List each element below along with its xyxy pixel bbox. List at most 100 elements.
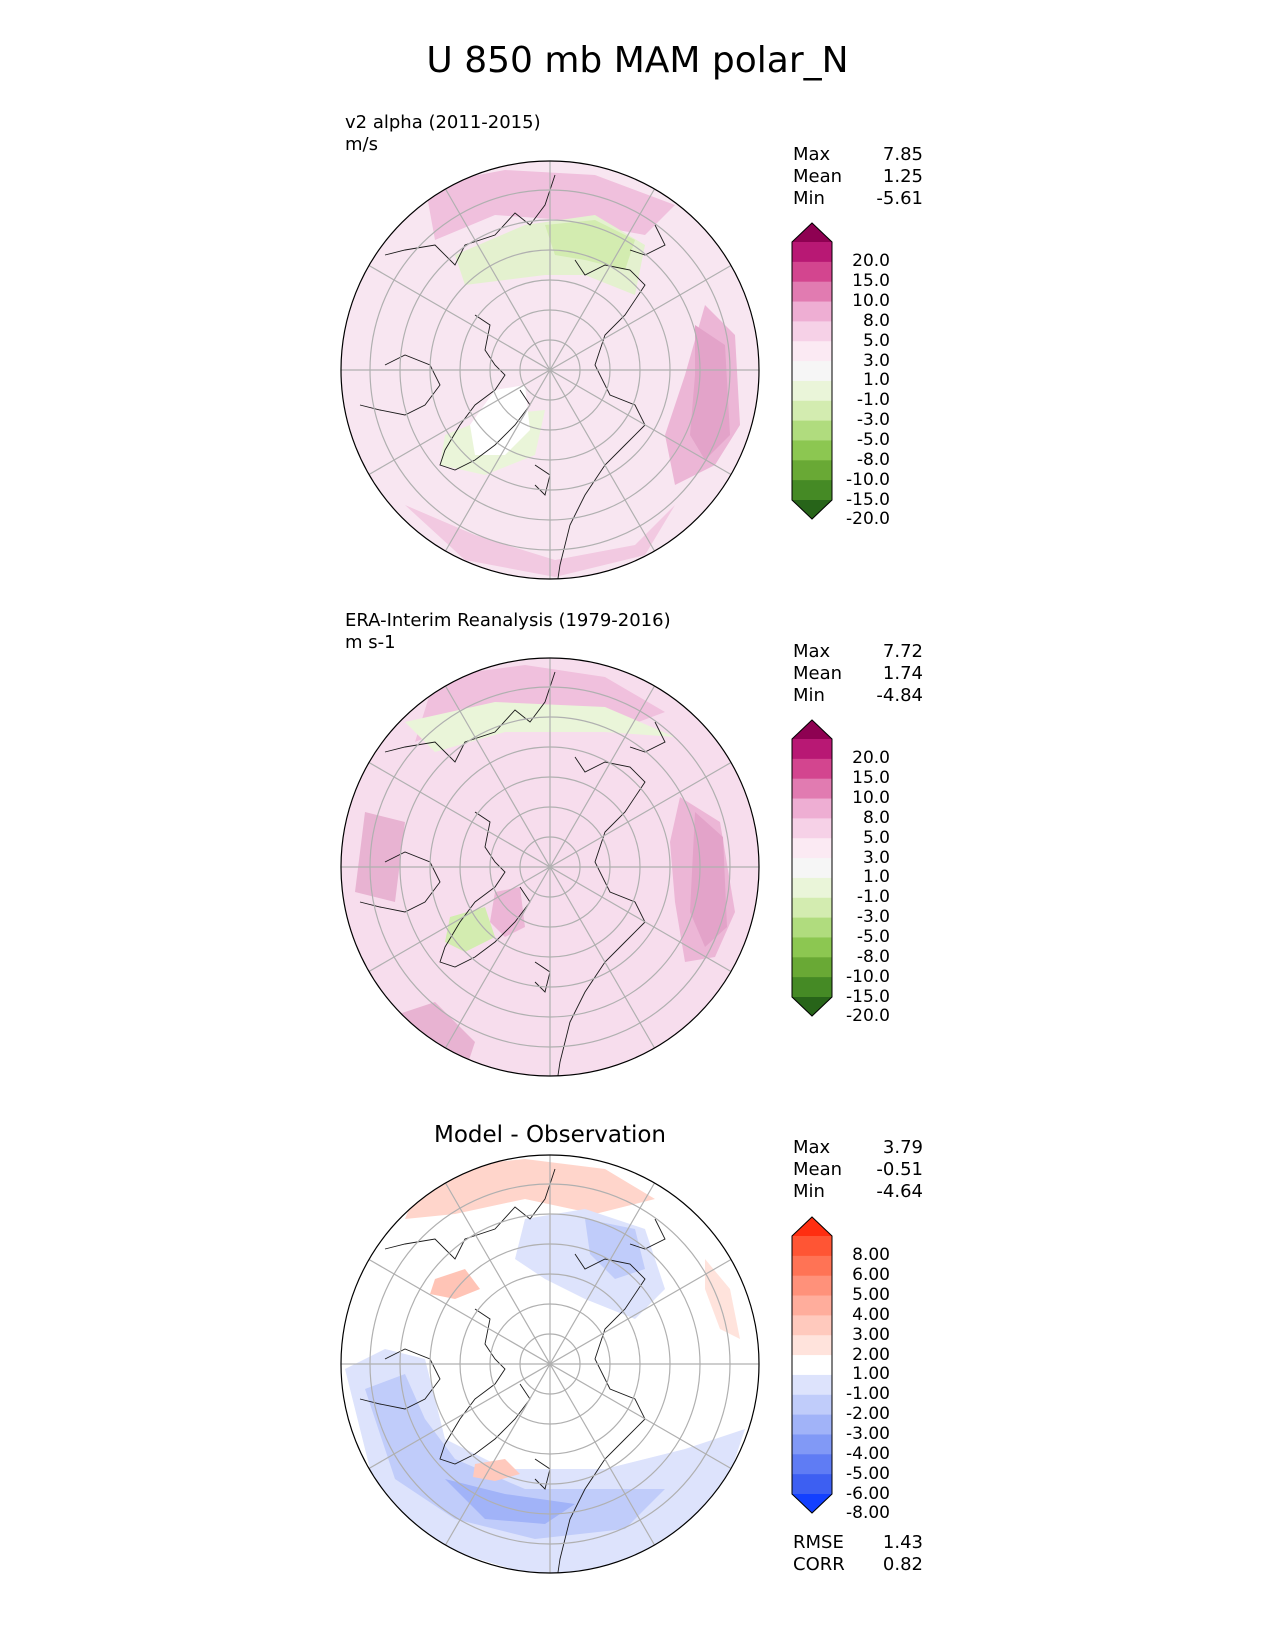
colorbar-segment (792, 1275, 832, 1297)
contour-region (445, 907, 495, 952)
stat-value: 1.25 (882, 166, 923, 187)
panel-obs-dataset: ERA-Interim Reanalysis (1979-2016) (345, 610, 671, 631)
colorbar-tick-label: -1.00 (846, 1384, 890, 1405)
contour-region (690, 812, 727, 947)
colorbar-tick-label: 1.0 (862, 867, 890, 888)
colorbar-segment (792, 380, 832, 402)
colorbar-segment (792, 778, 832, 800)
colorbar-segment (792, 361, 832, 382)
colorbar-tick-label: -1.0 (856, 390, 890, 411)
colorbar-outline (791, 1216, 833, 1514)
coastline (439, 314, 531, 471)
colorbar-tick-label: -8.00 (846, 1503, 890, 1524)
figure-title: U 850 mb MAM polar_N (426, 40, 849, 81)
stat-max-row: Max 7.72 (793, 641, 923, 663)
stat-label: Max (793, 1137, 831, 1158)
contour-region (545, 220, 635, 270)
colorbar-segment (792, 1315, 832, 1336)
colorbar-segment (792, 440, 832, 461)
colorbar-segment (792, 739, 832, 760)
stat-value: -0.51 (876, 1159, 923, 1180)
colorbar-segment (792, 460, 832, 481)
panel-model-colorbar-ticks: 20.0 15.0 10.0 8.0 5.0 3.0 1.0 -1.0 -3.0 -5.0 -8.0… (834, 222, 890, 528)
colorbar-segment (792, 1374, 832, 1396)
stat-label: RMSE (793, 1532, 844, 1553)
colorbar-extend-max (792, 720, 832, 739)
colorbar-segment (792, 877, 832, 899)
colorbar-tick-label: -3.00 (846, 1423, 890, 1444)
stat-label: Min (793, 1181, 825, 1202)
stat-label: Max (793, 144, 831, 165)
coastline (439, 1308, 531, 1465)
panel-obs-colorbar-ticks: 20.0 15.0 10.0 8.0 5.0 3.0 1.0 -1.0 -3.0 -5.0 -8.0… (834, 719, 890, 1025)
colorbar-tick-label: -5.00 (846, 1463, 890, 1484)
colorbar-segment (792, 1236, 832, 1257)
colorbar-segment (792, 758, 832, 780)
coastline (629, 1218, 666, 1250)
colorbar-segment (792, 838, 832, 859)
colorbar-tick-label: 15.0 (852, 271, 890, 292)
colorbar-segment (792, 917, 832, 938)
colorbar-tick-label: -20.0 (846, 1006, 890, 1027)
stat-value: 7.72 (882, 641, 923, 662)
colorbar-segment (792, 420, 832, 441)
contour-region (345, 1349, 745, 1573)
stat-value: 7.85 (882, 144, 923, 165)
panel-model-map (340, 160, 760, 580)
colorbar-segment (792, 321, 832, 342)
colorbar-tick-label: 8.0 (862, 807, 890, 828)
colorbar-tick-label: 15.0 (852, 768, 890, 789)
coastline (556, 259, 646, 579)
stat-value: -5.61 (876, 188, 923, 209)
colorbar-tick-label: -5.0 (856, 926, 890, 947)
colorbar-extend-min (792, 997, 832, 1016)
panel-model-colorbar (791, 222, 833, 520)
colorbar-segment (792, 480, 832, 501)
colorbar-tick-label: -15.0 (846, 489, 890, 510)
stat-value: 3.79 (882, 1137, 923, 1158)
coastline (629, 224, 666, 256)
contour-region (365, 1374, 665, 1539)
colorbar-tick-label: -1.0 (856, 887, 890, 908)
stat-mean-row: Mean -0.51 (793, 1159, 923, 1181)
colorbar-segment (792, 897, 832, 919)
stat-min-row: Min -4.84 (793, 685, 923, 707)
colorbar-segment (792, 1434, 832, 1455)
panel-diff-extra-stats: RMSE 1.43 CORR 0.82 (793, 1532, 923, 1576)
colorbar-segment (792, 818, 832, 839)
colorbar-outline (791, 719, 833, 1017)
colorbar-extend-min (792, 1494, 832, 1513)
contour-region (705, 1259, 740, 1339)
map-field (341, 658, 759, 1076)
map-boundary (340, 657, 760, 1077)
panel-obs-label: ERA-Interim Reanalysis (1979-2016) m s-1 (345, 610, 671, 654)
coastline (439, 811, 531, 968)
map-field (341, 1155, 759, 1573)
stat-max-row: Max 3.79 (793, 1137, 923, 1159)
colorbar-segment (792, 400, 832, 422)
stat-rmse-row: RMSE 1.43 (793, 1532, 923, 1554)
colorbar-segment (792, 1394, 832, 1416)
panel-model-stats: Max 7.85 Mean 1.25 Min -5.61 (793, 144, 923, 210)
stat-value: 1.74 (882, 663, 923, 684)
stat-label: Min (793, 685, 825, 706)
colorbar-tick-label: -6.00 (846, 1483, 890, 1504)
contour-region (470, 385, 530, 455)
colorbar-segment (792, 957, 832, 978)
colorbar-tick-label: 3.0 (862, 847, 890, 868)
colorbar-tick-label: -8.0 (856, 449, 890, 470)
meridian-line (444, 188, 656, 552)
panel-obs-units: m s-1 (345, 632, 396, 653)
panel-obs-colorbar (791, 719, 833, 1017)
coastline (384, 1168, 556, 1260)
colorbar-tick-label: 8.0 (862, 310, 890, 331)
map-boundary (340, 1154, 760, 1574)
stat-corr-row: CORR 0.82 (793, 1554, 923, 1576)
colorbar-segment (792, 281, 832, 303)
stat-max-row: Max 7.85 (793, 144, 923, 166)
stat-mean-row: Mean 1.25 (793, 166, 923, 188)
stat-min-row: Min -5.61 (793, 188, 923, 210)
colorbar-extend-max (792, 223, 832, 242)
panel-obs-stats: Max 7.72 Mean 1.74 Min -4.84 (793, 641, 923, 707)
stat-value: -4.84 (876, 685, 923, 706)
